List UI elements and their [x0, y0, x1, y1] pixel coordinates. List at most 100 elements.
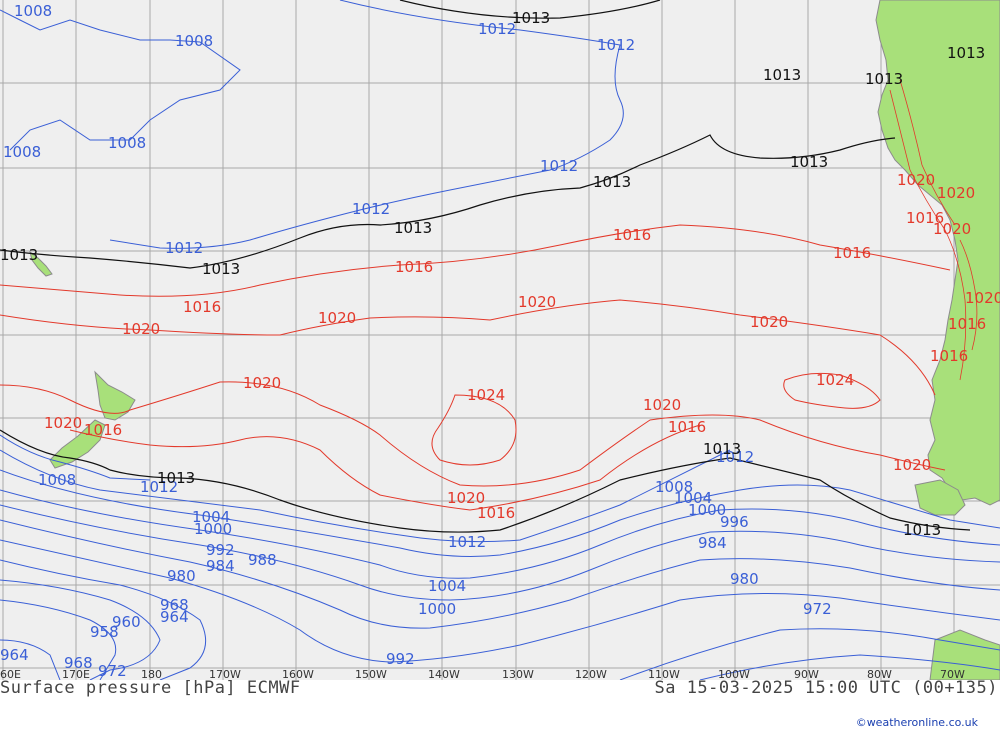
lon-label: 170W [209, 668, 241, 681]
lon-label: 80W [867, 668, 892, 681]
isobar-label: 988 [248, 551, 277, 569]
map-canvas: 1008 1008 1008 1008 1012 1012 1012 1012 … [0, 0, 1000, 680]
isobar-label: 1008 [38, 471, 76, 489]
isobar-label: 1004 [192, 508, 230, 526]
lon-label: 120W [575, 668, 607, 681]
isobar-label: 980 [730, 570, 759, 588]
isobar-label: 984 [698, 534, 727, 552]
isobar-label: 1000 [418, 600, 456, 618]
andes-relief [889, 79, 978, 381]
isobar-label: 1013 [157, 469, 195, 487]
isobar-label: 958 [90, 623, 119, 641]
lon-label: 60E [0, 668, 21, 681]
isobar-label: 1000 [688, 501, 726, 519]
isobar-label: 1020 [122, 320, 160, 338]
graticule [0, 0, 1000, 680]
isobar-label: 972 [98, 662, 127, 680]
isobar-label: 1012 [140, 478, 178, 496]
isobar-label: 1016 [613, 226, 651, 244]
lon-label: 180 [141, 668, 162, 681]
isobar-label: 1012 [540, 157, 578, 175]
isobar-label: 964 [160, 608, 189, 626]
footer [0, 680, 1000, 733]
isobars-high [0, 224, 951, 511]
lon-label: 130W [502, 668, 534, 681]
isobar-label: 996 [720, 513, 749, 531]
isobar-label: 1020 [897, 171, 935, 189]
isobar-label: 1012 [478, 20, 516, 38]
land-masses [29, 0, 1000, 680]
isobar-label: 1013 [512, 9, 550, 27]
isobar-label: 1012 [165, 239, 203, 257]
isobar-label: 1013 [0, 246, 38, 264]
isobar-label: 1016 [668, 418, 706, 436]
isobar-label: 1013 [790, 153, 828, 171]
isobar-label: 1004 [428, 577, 466, 595]
isobar-label: 1020 [518, 293, 556, 311]
isobar-label: 992 [206, 541, 235, 559]
isobar-label: 1016 [477, 504, 515, 522]
lon-label: 90W [794, 668, 819, 681]
lon-label: 110W [648, 668, 680, 681]
map-title: Surface pressure [hPa] ECMWF [0, 678, 301, 698]
isobar-label: 1016 [833, 244, 871, 262]
isobar-label: 1020 [447, 489, 485, 507]
isobar-label: 1020 [965, 289, 1000, 307]
isobar-label: 1020 [937, 184, 975, 202]
isobar-label: 1020 [243, 374, 281, 392]
isobars-low [0, 0, 1000, 680]
lon-label: 100W [718, 668, 750, 681]
isobar-label: 1008 [108, 134, 146, 152]
isobar-label: 1013 [763, 66, 801, 84]
lon-label: 70W [940, 668, 965, 681]
nz-south-island [49, 419, 106, 469]
tierra-del-fuego [914, 479, 966, 516]
isobar-label: 968 [160, 596, 189, 614]
isobar-label: 992 [386, 650, 415, 668]
isobar-label: 1016 [930, 347, 968, 365]
valid-time: Sa 15-03-2025 15:00 UTC (00+135) [654, 678, 998, 698]
isobar-label: 1012 [716, 448, 754, 466]
isobar-label: 1013 [703, 440, 741, 458]
isobar-label: 960 [112, 613, 141, 631]
isobar-label: 1000 [194, 520, 232, 538]
isobar-label: 1004 [674, 489, 712, 507]
isobar-label: 964 [0, 646, 29, 664]
isobar-label: 1020 [893, 456, 931, 474]
isobar-label: 1012 [597, 36, 635, 54]
isobar-label: 1016 [183, 298, 221, 316]
new-caledonia [29, 250, 53, 277]
nz-north-island [94, 370, 136, 421]
contour-labels: 1008 1008 1008 1008 1012 1012 1012 1012 … [0, 2, 1000, 680]
isobar-label: 1008 [175, 32, 213, 50]
isobar-label: 1020 [750, 313, 788, 331]
isobar-label: 1008 [3, 143, 41, 161]
isobar-label: 968 [64, 654, 93, 672]
isobar-label: 1012 [448, 533, 486, 551]
isobar-label: 1008 [14, 2, 52, 20]
isobar-label: 1016 [906, 209, 944, 227]
isobar-label: 1020 [318, 309, 356, 327]
lon-label: 150W [355, 668, 387, 681]
isobar-label: 1024 [467, 386, 505, 404]
isobar-label: 1020 [44, 414, 82, 432]
isobar-label: 1013 [394, 219, 432, 237]
isobar-label: 1013 [903, 521, 941, 539]
isobar-label: 1013 [593, 173, 631, 191]
isobar-label: 1013 [865, 70, 903, 88]
isobar-label: 1012 [352, 200, 390, 218]
isobar-label: 984 [206, 557, 235, 575]
isobar-label: 1024 [816, 371, 854, 389]
isobar-label: 980 [167, 567, 196, 585]
lon-label: 140W [428, 668, 460, 681]
credit-link[interactable]: ©weatheronline.co.uk [855, 716, 978, 729]
isobar-label: 972 [803, 600, 832, 618]
isobar-label: 1020 [643, 396, 681, 414]
isobar-label: 1016 [948, 315, 986, 333]
isobars-1013 [0, 0, 971, 533]
isobar-label: 1016 [395, 258, 433, 276]
lon-label: 160W [282, 668, 314, 681]
isobar-label: 1016 [84, 421, 122, 439]
lon-label: 170E [62, 668, 90, 681]
isobar-label: 1013 [202, 260, 240, 278]
